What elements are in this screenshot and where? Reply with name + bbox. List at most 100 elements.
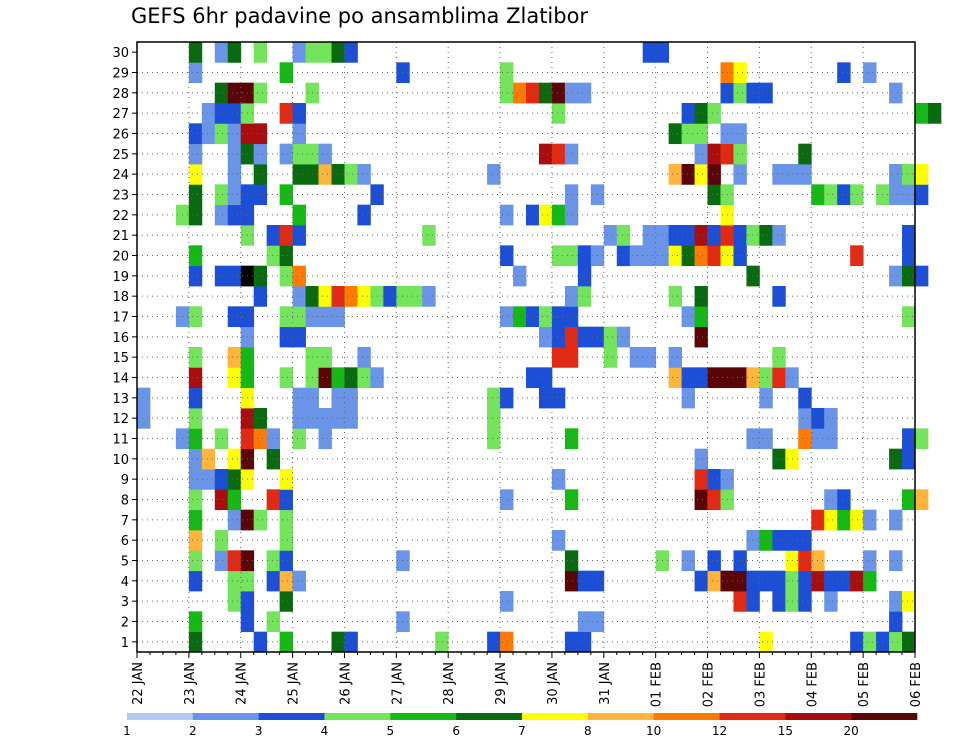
heatmap-cell xyxy=(681,225,695,246)
heatmap-cell xyxy=(357,347,371,368)
heatmap-cell xyxy=(227,469,242,490)
heatmap-cell xyxy=(642,42,657,63)
x-tick-label: 25 JAN xyxy=(287,662,302,705)
heatmap-cell xyxy=(577,245,592,267)
heatmap-cell xyxy=(850,631,864,653)
legend-label: 3 xyxy=(255,724,263,738)
heatmap-cell xyxy=(551,103,566,124)
heatmap-cell xyxy=(292,326,306,348)
heatmap-cell xyxy=(564,184,579,206)
heatmap-cell xyxy=(616,326,631,348)
heatmap-cell xyxy=(331,387,345,409)
heatmap-cell xyxy=(318,164,332,185)
heatmap-cell xyxy=(538,367,553,389)
color-legend: 1 2 3 4 5 6 7 8 10 12 15 20 xyxy=(123,713,918,738)
heatmap-cell xyxy=(694,448,708,470)
heatmap-cell xyxy=(214,103,229,124)
y-tick-label: 9 xyxy=(121,473,129,488)
heatmap-cell xyxy=(292,265,306,287)
heatmap-cell xyxy=(733,82,747,104)
legend-swatch xyxy=(851,713,918,720)
heatmap-cell xyxy=(746,367,760,389)
heatmap-cell xyxy=(188,265,203,287)
heatmap-cell xyxy=(798,164,812,185)
heatmap-cell xyxy=(500,387,514,409)
heatmap-cell xyxy=(214,469,229,490)
legend-swatch xyxy=(324,713,391,720)
heatmap-cell xyxy=(279,225,293,246)
heatmap-cell xyxy=(487,408,501,429)
heatmap-cell xyxy=(253,164,268,185)
heatmap-cell xyxy=(500,306,514,328)
heatmap-cell xyxy=(538,306,553,328)
heatmap-cell xyxy=(227,347,242,368)
heatmap-cell xyxy=(889,509,903,531)
heatmap-cell xyxy=(746,428,760,450)
heatmap-cell xyxy=(577,265,592,287)
heatmap-cell xyxy=(915,164,929,185)
heatmap-cell xyxy=(707,489,721,511)
heatmap-cell xyxy=(292,570,306,592)
heatmap-cell xyxy=(396,62,410,84)
y-tick-label: 8 xyxy=(121,494,129,509)
heatmap-cell xyxy=(331,631,345,653)
heatmap-cell xyxy=(344,164,358,185)
y-tick-label: 26 xyxy=(112,128,129,143)
heatmap-cell xyxy=(564,82,579,104)
heatmap-cell xyxy=(746,530,760,551)
y-tick-label: 30 xyxy=(112,46,129,61)
heatmap-cell xyxy=(357,286,371,307)
heatmap-cell xyxy=(863,631,877,653)
heatmap-cell xyxy=(409,286,423,307)
heatmap-cell xyxy=(694,143,708,165)
heatmap-cell xyxy=(902,591,916,612)
heatmap-cell xyxy=(915,428,929,450)
x-tick-label: 30 JAN xyxy=(546,662,561,705)
heatmap-cell xyxy=(707,164,721,185)
heatmap-cell xyxy=(344,286,358,307)
heatmap-cell xyxy=(694,225,708,246)
heatmap-cell xyxy=(863,509,877,531)
x-tick-label: 29 JAN xyxy=(494,662,509,705)
heatmap-cell xyxy=(772,286,786,307)
legend-swatch xyxy=(785,713,852,720)
heatmap-cell xyxy=(824,489,838,511)
heatmap-cell xyxy=(214,265,229,287)
heatmap-cell xyxy=(564,570,579,592)
heatmap-cell xyxy=(668,367,682,389)
heatmap-cell xyxy=(500,82,514,104)
heatmap-cell xyxy=(188,631,203,653)
heatmap-cell xyxy=(694,245,708,267)
heatmap-cell xyxy=(759,82,773,104)
heatmap-cell xyxy=(798,530,812,551)
heatmap-cell xyxy=(577,570,592,592)
heatmap-cell xyxy=(305,42,319,63)
x-tick-label: 02 FEB xyxy=(702,662,717,707)
heatmap-cell xyxy=(655,42,670,63)
heatmap-cell xyxy=(487,428,501,450)
heatmap-cell xyxy=(927,103,942,124)
heatmap-cell xyxy=(863,62,877,84)
heatmap-cell xyxy=(889,550,903,572)
heatmap-cell xyxy=(344,408,358,429)
heatmap-cell xyxy=(318,42,332,63)
heatmap-cell xyxy=(850,509,864,531)
heatmap-cell xyxy=(694,103,708,124)
y-tick-label: 13 xyxy=(112,392,129,407)
heatmap-cell xyxy=(798,143,812,165)
y-tick-label: 22 xyxy=(112,209,129,224)
heatmap-cell xyxy=(889,611,903,633)
chart-title: GEFS 6hr padavine po ansamblima Zlatibor xyxy=(131,4,589,28)
heatmap-cell xyxy=(279,245,293,267)
heatmap-cell xyxy=(188,387,203,409)
heatmap-cell xyxy=(551,530,566,551)
heatmap-cell xyxy=(837,570,851,592)
heatmap-cell xyxy=(292,408,306,429)
heatmap-cell xyxy=(318,286,332,307)
heatmap-cell xyxy=(331,42,345,63)
heatmap-cell xyxy=(279,469,293,490)
heatmap-cell xyxy=(331,408,345,429)
heatmap-cell xyxy=(227,82,242,104)
heatmap-cell xyxy=(915,103,929,124)
